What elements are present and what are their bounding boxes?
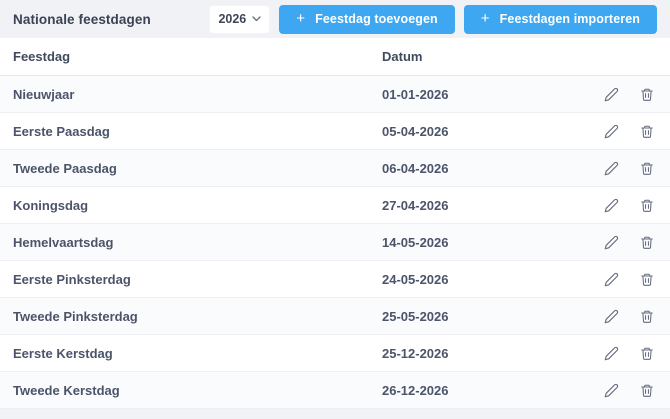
- holiday-date: 06-04-2026: [382, 160, 449, 176]
- page-title: Nationale feestdagen: [13, 11, 151, 27]
- pencil-icon: [604, 309, 619, 323]
- pencil-icon: [604, 124, 619, 138]
- trash-icon: [641, 162, 653, 175]
- edit-button[interactable]: [604, 346, 619, 361]
- import-holidays-button[interactable]: + Feestdagen importeren: [463, 4, 657, 34]
- table-row: Eerste Pinksterdag 24-05-2026: [0, 261, 670, 298]
- topbar: Nationale feestdagen 2026 + Feestdag toe…: [0, 0, 670, 38]
- row-actions: [585, 87, 670, 102]
- holiday-name: Hemelvaartsdag: [13, 234, 114, 250]
- pencil-icon: [604, 87, 619, 101]
- plus-icon: +: [480, 10, 490, 27]
- pencil-icon: [604, 161, 619, 175]
- trash-icon: [641, 384, 653, 397]
- holiday-date: 26-12-2026: [382, 382, 449, 398]
- row-actions: [585, 309, 670, 324]
- column-header-feestdag: Feestdag: [13, 49, 71, 64]
- trash-icon: [641, 236, 653, 249]
- add-holiday-label: Feestdag toevoegen: [315, 12, 438, 26]
- table-row: Tweede Paasdag 06-04-2026: [0, 150, 670, 187]
- pencil-icon: [604, 383, 619, 397]
- column-header-datum: Datum: [382, 49, 423, 64]
- edit-button[interactable]: [604, 198, 619, 213]
- row-actions: [585, 198, 670, 213]
- edit-button[interactable]: [604, 235, 619, 250]
- holiday-name: Tweede Paasdag: [13, 160, 117, 176]
- delete-button[interactable]: [640, 272, 654, 287]
- trash-icon: [641, 199, 653, 212]
- holiday-name: Eerste Pinksterdag: [13, 271, 131, 287]
- holiday-date: 25-12-2026: [382, 345, 449, 361]
- pencil-icon: [604, 235, 619, 249]
- import-holidays-label: Feestdagen importeren: [499, 12, 640, 26]
- delete-button[interactable]: [640, 124, 654, 139]
- table-row: Tweede Pinksterdag 25-05-2026: [0, 298, 670, 335]
- delete-button[interactable]: [640, 235, 654, 250]
- holiday-date: 05-04-2026: [382, 123, 449, 139]
- edit-button[interactable]: [604, 272, 619, 287]
- holiday-name: Eerste Kerstdag: [13, 345, 113, 361]
- holiday-date: 24-05-2026: [382, 271, 449, 287]
- delete-button[interactable]: [640, 383, 654, 398]
- holiday-name: Nieuwjaar: [13, 86, 75, 102]
- holiday-name: Tweede Pinksterdag: [13, 308, 138, 324]
- table-body: Nieuwjaar 01-01-2026 Eerste Paasdag 05-0…: [0, 76, 670, 409]
- trash-icon: [641, 347, 653, 360]
- delete-button[interactable]: [640, 198, 654, 213]
- table-row: Hemelvaartsdag 14-05-2026: [0, 224, 670, 261]
- trash-icon: [641, 125, 653, 138]
- chevron-down-icon: [252, 16, 261, 22]
- holiday-date: 27-04-2026: [382, 197, 449, 213]
- year-select[interactable]: 2026: [209, 4, 271, 34]
- holiday-name: Eerste Paasdag: [13, 123, 110, 139]
- holiday-date: 14-05-2026: [382, 234, 449, 250]
- holiday-name: Koningsdag: [13, 197, 89, 213]
- row-actions: [585, 272, 670, 287]
- delete-button[interactable]: [640, 346, 654, 361]
- edit-button[interactable]: [604, 87, 619, 102]
- delete-button[interactable]: [640, 161, 654, 176]
- delete-button[interactable]: [640, 309, 654, 324]
- row-actions: [585, 161, 670, 176]
- row-actions: [585, 383, 670, 398]
- holiday-date: 01-01-2026: [382, 86, 449, 102]
- edit-button[interactable]: [604, 161, 619, 176]
- plus-icon: +: [296, 10, 306, 27]
- pencil-icon: [604, 198, 619, 212]
- holiday-date: 25-05-2026: [382, 308, 449, 324]
- trash-icon: [641, 88, 653, 101]
- pencil-icon: [604, 346, 619, 360]
- trash-icon: [641, 273, 653, 286]
- table-header-row: Feestdag Datum: [0, 38, 670, 76]
- row-actions: [585, 235, 670, 250]
- row-actions: [585, 346, 670, 361]
- topbar-controls: 2026 + Feestdag toevoegen + Feestdagen i…: [209, 4, 657, 34]
- year-select-value: 2026: [218, 12, 247, 26]
- holidays-table: Feestdag Datum Nieuwjaar 01-01-2026: [0, 38, 670, 409]
- table-row: Nieuwjaar 01-01-2026: [0, 76, 670, 113]
- edit-button[interactable]: [604, 383, 619, 398]
- edit-button[interactable]: [604, 124, 619, 139]
- table-row: Koningsdag 27-04-2026: [0, 187, 670, 224]
- pencil-icon: [604, 272, 619, 286]
- row-actions: [585, 124, 670, 139]
- edit-button[interactable]: [604, 309, 619, 324]
- holiday-name: Tweede Kerstdag: [13, 382, 120, 398]
- table-row: Eerste Kerstdag 25-12-2026: [0, 335, 670, 372]
- delete-button[interactable]: [640, 87, 654, 102]
- add-holiday-button[interactable]: + Feestdag toevoegen: [279, 4, 455, 34]
- table-row: Eerste Paasdag 05-04-2026: [0, 113, 670, 150]
- table-row: Tweede Kerstdag 26-12-2026: [0, 372, 670, 409]
- trash-icon: [641, 310, 653, 323]
